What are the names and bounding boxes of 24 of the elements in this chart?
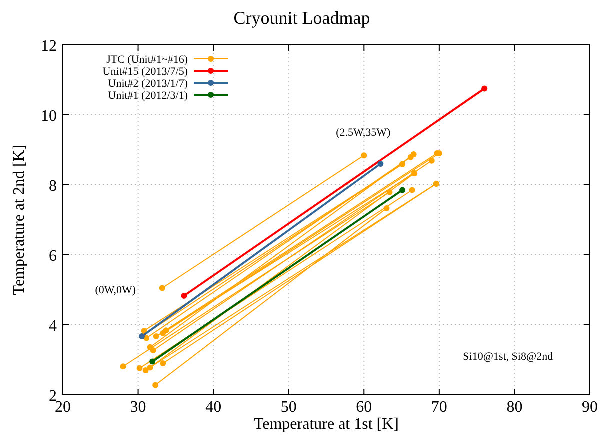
y-tick-label: 4 xyxy=(49,318,57,335)
y-tick-label: 8 xyxy=(49,178,57,195)
x-tick-label: 20 xyxy=(55,399,71,416)
chart-title: Cryounit Loadmap xyxy=(234,8,370,28)
legend-label: Unit#1 (2012/3/1) xyxy=(108,90,188,102)
x-tick-label: 80 xyxy=(506,399,523,416)
annotation: Si10@1st, Si8@2nd xyxy=(463,351,554,363)
annotation: (2.5W,35W) xyxy=(336,127,392,139)
annotation: (0W,0W) xyxy=(95,284,136,296)
y-tick-label: 6 xyxy=(49,248,57,265)
legend-label: JTC (Unit#1~#16) xyxy=(106,54,188,66)
x-tick-label: 60 xyxy=(356,399,372,416)
x-tick-label: 40 xyxy=(206,399,222,416)
legend-label: Unit#15 (2013/7/5) xyxy=(102,66,188,78)
legend-label: Unit#2 (2013/1/7) xyxy=(108,78,188,90)
x-tick-label: 70 xyxy=(431,399,448,416)
x-tick-label: 50 xyxy=(280,399,297,416)
x-tick-label: 30 xyxy=(130,399,146,416)
y-tick-label: 12 xyxy=(41,38,57,55)
y-axis-title: Temperature at 2nd [K] xyxy=(11,144,28,296)
y-tick-label: 2 xyxy=(49,388,57,405)
y-tick-label: 10 xyxy=(41,108,57,125)
x-axis-title: Temperature at 1st [K] xyxy=(254,416,400,433)
x-tick-label: 90 xyxy=(582,399,598,416)
